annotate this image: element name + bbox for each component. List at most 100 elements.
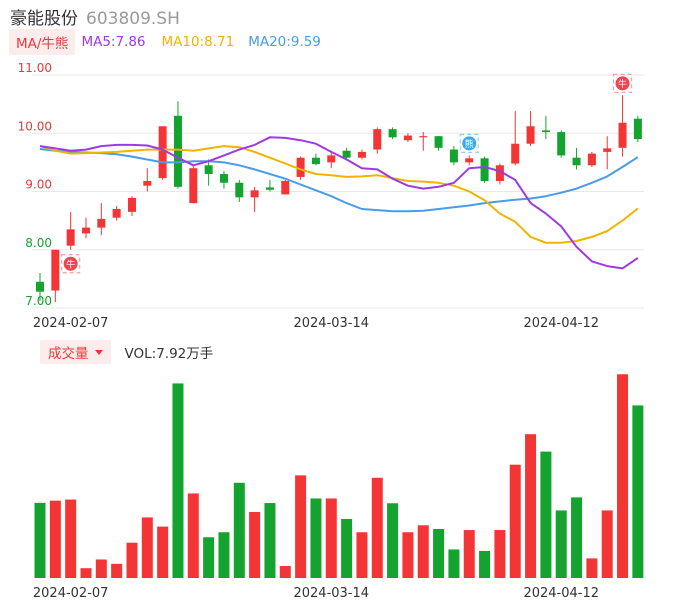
- volume-bar: [80, 568, 92, 578]
- volume-bar: [65, 499, 77, 578]
- candle-body: [127, 197, 136, 212]
- candle-body: [327, 155, 336, 163]
- volume-x-tick-label: 2024-04-12: [523, 586, 599, 601]
- candle-body: [633, 118, 642, 140]
- candle-body: [434, 136, 443, 148]
- ma10-legend: MA10:8.71: [161, 34, 235, 50]
- candle-body: [158, 126, 167, 179]
- candle-body: [572, 157, 581, 166]
- volume-bar: [463, 530, 475, 578]
- volume-bar: [34, 502, 46, 578]
- volume-bar: [387, 503, 399, 578]
- bull-badge-icon: 牛: [61, 254, 81, 274]
- candle-body: [587, 153, 596, 166]
- candle-body: [480, 158, 489, 182]
- volume-bar: [571, 497, 583, 578]
- volume-bar: [249, 511, 261, 578]
- volume-bar: [279, 566, 291, 578]
- candle-body: [143, 181, 152, 186]
- volume-bar: [203, 537, 215, 578]
- bear-badge-icon: 熊: [459, 133, 479, 153]
- volume-legend: 成交量 VOL:7.92万手: [40, 340, 214, 364]
- candle-body: [403, 135, 412, 141]
- ma20-line: [39, 148, 639, 213]
- volume-bar: [295, 475, 307, 578]
- volume-bar: [632, 405, 644, 578]
- volume-bar: [586, 558, 598, 578]
- volume-bar: [601, 510, 613, 578]
- candle-body: [465, 158, 474, 163]
- volume-bar: [525, 434, 537, 578]
- volume-bar: [371, 477, 383, 578]
- volume-bar: [341, 518, 353, 578]
- volume-bar: [126, 542, 138, 578]
- candle-body: [36, 281, 44, 292]
- volume-bar: [141, 517, 153, 578]
- candle-body: [219, 174, 228, 183]
- volume-indicator-label: 成交量: [48, 346, 89, 362]
- candle-body: [526, 126, 535, 144]
- ma20-legend: MA20:9.59: [248, 34, 321, 50]
- volume-bar: [448, 549, 460, 578]
- caret-down-icon: [94, 349, 103, 355]
- marker-badge: [462, 136, 477, 151]
- candle-body: [265, 187, 274, 190]
- candle-body: [235, 182, 244, 198]
- candle-body: [419, 136, 428, 138]
- marker-frame: [459, 133, 479, 153]
- marker-frame: [61, 254, 81, 274]
- volume-x-tick-label: 2024-02-07: [33, 586, 109, 601]
- volume-bar: [509, 464, 521, 578]
- ma5-line: [39, 136, 639, 270]
- volume-bar: [95, 559, 107, 578]
- ma-indicator-button[interactable]: MA/牛熊: [9, 29, 76, 55]
- marker-label: 熊: [465, 138, 474, 150]
- candle-body: [357, 151, 366, 158]
- y-tick-label: 9.00: [25, 178, 52, 192]
- candle-body: [173, 115, 182, 187]
- volume-indicator-button[interactable]: 成交量: [40, 340, 111, 364]
- marker-frame: [612, 73, 633, 93]
- marker-label: 牛: [66, 258, 75, 270]
- volume-bar: [494, 530, 506, 578]
- ma-legend: MA/牛熊 MA5:7.86 MA10:8.71 MA20:9.59: [9, 29, 321, 55]
- volume-bar: [325, 498, 337, 578]
- candle-body: [250, 190, 259, 198]
- ma10-line: [39, 145, 639, 244]
- volume-bar: [433, 528, 445, 578]
- x-tick-label: 2024-04-12: [523, 316, 599, 331]
- x-tick-label: 2024-03-14: [293, 316, 369, 331]
- volume-bar: [555, 510, 567, 578]
- candle-body: [112, 208, 121, 218]
- stock-title: 豪能股份 603809.SH: [10, 4, 180, 29]
- stock-code: 603809.SH: [86, 9, 180, 29]
- candle-body: [81, 227, 90, 234]
- volume-x-tick-label: 2024-03-14: [293, 586, 369, 601]
- candle-body: [388, 129, 397, 138]
- volume-bar: [310, 498, 322, 578]
- y-tick-label: 10.00: [18, 119, 52, 133]
- candle-body: [557, 132, 566, 156]
- volume-bar: [356, 532, 368, 578]
- candle-body: [204, 165, 213, 175]
- y-tick-label: 7.00: [25, 294, 52, 308]
- candle-body: [66, 229, 75, 246]
- candle-body: [311, 157, 320, 165]
- y-tick-label: 11.00: [18, 61, 52, 75]
- candle-body: [373, 129, 382, 150]
- candle-body: [511, 143, 520, 164]
- marker-label: 牛: [618, 78, 627, 90]
- candle-body: [495, 165, 504, 182]
- volume-value: VOL:7.92万手: [124, 346, 214, 362]
- volume-bar: [617, 374, 629, 578]
- volume-bar: [402, 532, 414, 578]
- volume-bar: [172, 383, 184, 578]
- volume-bar: [49, 500, 61, 578]
- volume-bar: [540, 451, 552, 578]
- marker-badge: [615, 76, 630, 91]
- candle-body: [603, 148, 612, 152]
- volume-bar: [187, 493, 199, 578]
- volume-bar: [264, 503, 276, 578]
- candle-body: [296, 157, 305, 177]
